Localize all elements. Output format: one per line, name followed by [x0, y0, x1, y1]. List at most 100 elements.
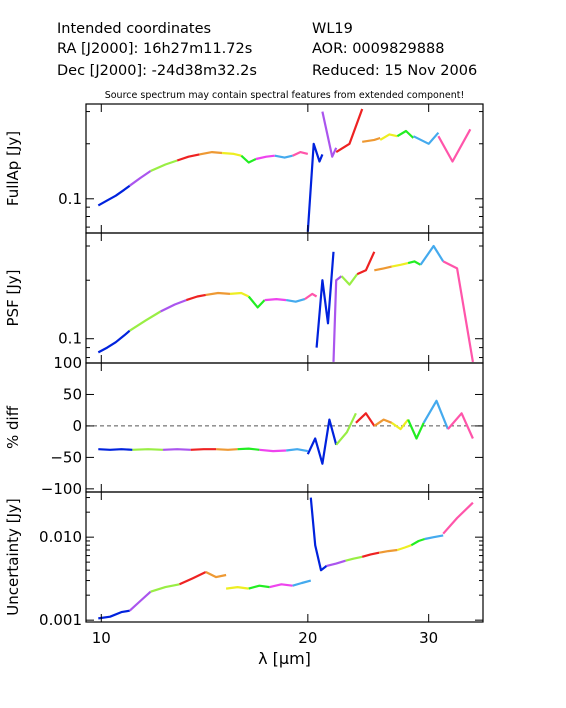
psf-series-segment-8 — [286, 298, 306, 303]
diff-ytick-label: 50 — [63, 385, 82, 403]
xtick-label: 10 — [92, 629, 111, 647]
uncertainty-series-segment-0 — [98, 609, 130, 620]
diff-series-segment-15 — [447, 412, 474, 439]
psf-ytick-label: 0.1 — [58, 330, 82, 348]
diff-series-segment-11 — [373, 418, 393, 427]
uncertainty-series-segment-9 — [309, 497, 328, 572]
header-object: WL19 — [312, 21, 353, 37]
header-ra: RA [J2000]: 16h27m11.72s — [57, 41, 253, 57]
uncertainty-series-segment-8 — [292, 579, 312, 587]
psf-series-segment-14 — [374, 265, 392, 272]
psf-ylabel: PSF [Jy] — [4, 270, 22, 327]
uncertainty-series-segment-17 — [442, 501, 474, 535]
xtick-label: 20 — [298, 629, 317, 647]
diff-frame — [85, 362, 484, 493]
extended-component-note: Source spectrum may contain spectral fea… — [104, 90, 465, 101]
fullap-series-segment-3 — [176, 153, 200, 162]
uncertainty-series-segment-6 — [248, 584, 270, 590]
uncertainty-series-segment-7 — [269, 583, 293, 589]
fullap-series-segment-17 — [437, 128, 472, 163]
uncertainty-series-segment-5 — [225, 585, 249, 590]
diff-series-segment-13 — [407, 419, 425, 440]
psf-series-segment-9 — [304, 292, 318, 301]
uncertainty-series-segment-3 — [179, 571, 207, 586]
psf-series-segment-12 — [340, 273, 359, 286]
diff-series-segment-8 — [306, 418, 338, 465]
diff-ytick-label: −100 — [41, 480, 82, 498]
psf-series-segment-3 — [185, 293, 207, 302]
fullap-series-segment-9 — [292, 151, 309, 157]
fullap-ylabel: FullAp [Jy] — [4, 131, 22, 206]
diff-series-segment-10 — [355, 412, 376, 427]
psf-series-segment-4 — [205, 291, 231, 296]
psf-series-segment-18 — [442, 260, 474, 363]
psf-series-segment-6 — [247, 295, 266, 309]
diff-series-segment-14 — [422, 399, 449, 430]
fullap-series-segment-13 — [362, 136, 381, 143]
fullap-series-segment-1 — [129, 170, 152, 187]
diff-series-segment-0 — [98, 448, 133, 451]
fullap-frame — [85, 103, 484, 234]
xtick-label: 30 — [419, 629, 438, 647]
fullap-series-segment-16 — [412, 131, 440, 145]
uncertainty-series-segment-2 — [150, 583, 180, 593]
x-axis-label: λ [μm] — [258, 649, 311, 668]
psf-series-segment-5 — [229, 291, 250, 298]
uncertainty-series-segment-4 — [205, 571, 227, 579]
diff-series-segment-6 — [259, 448, 287, 453]
diff-series-segment-5 — [237, 447, 260, 451]
uncertainty-series-segment-1 — [128, 590, 152, 612]
uncertainty-series-segment-14 — [396, 544, 412, 552]
diff-ytick-label: −50 — [50, 448, 82, 466]
fullap-series-segment-14 — [379, 133, 398, 141]
psf-series-segment-10 — [315, 251, 335, 348]
psf-series-segment-17 — [419, 244, 445, 266]
psf-series-segment-1 — [129, 310, 162, 332]
diff-series-segment-9 — [335, 412, 357, 446]
fullap-series-segment-5 — [222, 151, 242, 157]
psf-series-segment-11 — [332, 275, 343, 362]
psf-series-segment-2 — [160, 299, 187, 313]
fullap-ytick-label: 0.1 — [58, 190, 82, 208]
fullap-series-segment-15 — [396, 129, 415, 139]
fullap-series-segment-7 — [255, 154, 275, 161]
fullap-series-segment-11 — [321, 111, 338, 158]
diff-series-segment-3 — [190, 448, 217, 451]
diff-ytick-label: 0 — [72, 417, 82, 435]
fullap-series-segment-12 — [335, 108, 364, 154]
fullap-series-segment-8 — [274, 154, 293, 159]
uncertainty-series-segment-16 — [424, 534, 444, 541]
fullap-series-segment-0 — [97, 184, 131, 207]
uncertainty-series-segment-11 — [345, 555, 363, 562]
diff-ytick-label: 100 — [53, 354, 82, 372]
fullap-series-segment-6 — [240, 154, 257, 164]
fullap-series-segment-10 — [306, 142, 324, 232]
uncertainty-series-segment-13 — [378, 548, 398, 554]
diff-series-segment-4 — [216, 448, 238, 451]
uncertainty-series-segment-12 — [361, 551, 380, 558]
uncertainty-ylabel: Uncertainty [Jy] — [4, 498, 22, 615]
psf-series-segment-7 — [264, 298, 287, 302]
uncertainty-ytick-label: 0.001 — [39, 611, 82, 629]
diff-series-segment-12 — [391, 418, 409, 431]
fullap-series-segment-4 — [199, 151, 223, 156]
header-dec: Dec [J2000]: -24d38m32.2s — [57, 63, 257, 79]
header-aor: AOR: 0009829888 — [312, 41, 445, 57]
psf-series-segment-15 — [391, 262, 409, 268]
header-reduced: Reduced: 15 Nov 2006 — [312, 63, 478, 79]
psf-series-segment-0 — [97, 329, 131, 354]
uncertainty-series-segment-15 — [410, 537, 426, 547]
diff-series-segment-1 — [132, 448, 164, 451]
uncertainty-ytick-label: 0.010 — [39, 528, 82, 546]
uncertainty-series-segment-10 — [326, 559, 346, 567]
diff-ylabel: % diff — [4, 405, 22, 449]
fullap-series-segment-2 — [150, 159, 178, 173]
header-title: Intended coordinates — [57, 21, 212, 37]
psf-series-segment-13 — [356, 251, 376, 276]
psf-frame — [85, 232, 484, 364]
uncertainty-frame — [85, 491, 484, 623]
diff-series-segment-7 — [286, 448, 308, 453]
diff-series-segment-2 — [162, 448, 191, 451]
psf-series-segment-16 — [407, 260, 422, 266]
